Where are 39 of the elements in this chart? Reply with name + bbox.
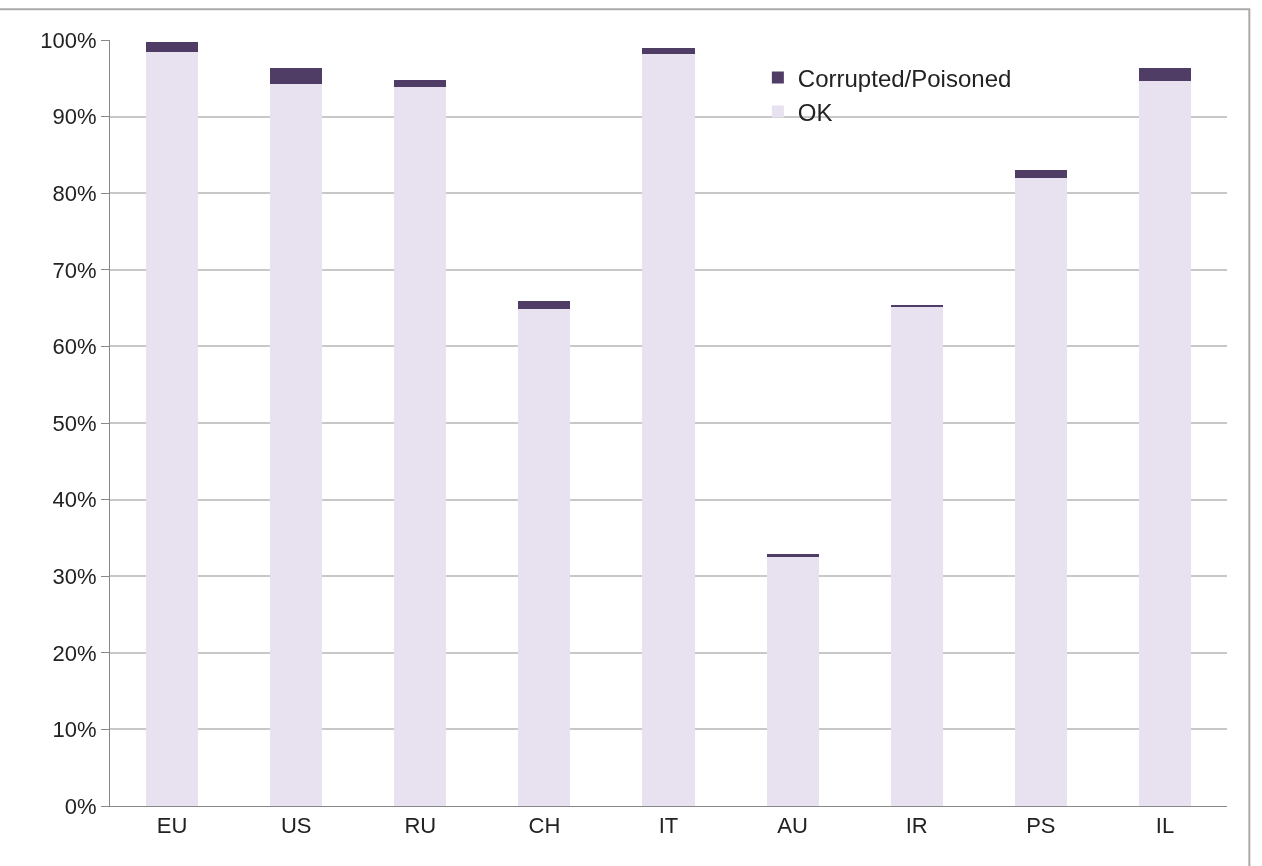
bar — [1138, 81, 1192, 806]
bar — [145, 42, 199, 53]
bar — [642, 53, 695, 806]
x-tick-label: EU — [156, 813, 188, 839]
bar — [518, 308, 571, 806]
bar — [766, 553, 819, 558]
y-tick-label: 60% — [52, 334, 97, 360]
bar — [518, 301, 571, 309]
bar — [1138, 68, 1192, 82]
x-tick-label: IL — [1155, 813, 1175, 839]
bar — [766, 557, 819, 806]
y-tick-label: 50% — [52, 410, 97, 436]
bar — [145, 52, 199, 806]
bar — [270, 67, 323, 84]
y-tick-label: 70% — [52, 257, 97, 283]
x-tick-label: IT — [658, 813, 679, 839]
y-tick-label: 20% — [52, 640, 97, 666]
bar — [890, 306, 943, 806]
y-tick-label: 100% — [40, 27, 97, 53]
y-tick-label: 80% — [52, 180, 97, 206]
legend-label: Corrupted/Poisoned — [797, 64, 1012, 92]
y-tick-label: 30% — [52, 563, 97, 589]
bar — [394, 87, 447, 806]
x-tick-label: CH — [528, 813, 561, 839]
y-tick-label: 90% — [52, 104, 97, 130]
bar — [270, 83, 323, 806]
y-tick-label: 40% — [52, 487, 97, 513]
x-tick-label: RU — [404, 813, 437, 839]
x-tick-label: AU — [777, 813, 808, 839]
y-tick-label: 10% — [52, 717, 97, 743]
bar — [1014, 170, 1067, 178]
bar — [1014, 177, 1067, 806]
x-tick-label: IR — [905, 813, 928, 839]
x-tick-label: PS — [1026, 813, 1056, 839]
x-tick-label: US — [280, 813, 312, 839]
legend-label: OK — [797, 98, 833, 126]
bar — [394, 79, 447, 88]
y-tick-label: 0% — [64, 793, 97, 819]
bar — [642, 47, 695, 54]
